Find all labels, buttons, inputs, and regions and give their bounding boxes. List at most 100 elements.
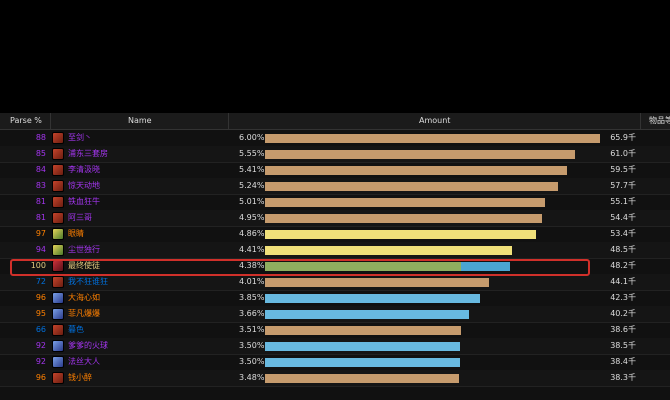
amount-value: 55.1千 xyxy=(610,197,636,206)
table-row[interactable]: 66 暮色 3.51% 38.6千 xyxy=(0,322,670,339)
damage-table: Parse % Name Amount 物品等 88 至剑丶 6.00% 65.9千 8… xyxy=(0,113,670,400)
parse-percentile: 95 xyxy=(35,309,46,318)
rogue-icon xyxy=(52,228,64,240)
amount-percent: 6.00% xyxy=(239,133,265,142)
player-name[interactable]: 浦东三套房 xyxy=(68,149,108,158)
amount-bar xyxy=(265,246,512,255)
parse-percentile: 85 xyxy=(35,149,46,158)
amount-percent: 5.55% xyxy=(239,149,265,158)
rogue-icon xyxy=(52,244,64,256)
amount-bar xyxy=(265,278,489,287)
amount-percent: 3.50% xyxy=(239,357,265,366)
table-row[interactable]: 96 钱小醉 3.48% 38.3千 xyxy=(0,370,670,387)
player-name[interactable]: 爹爹的火球 xyxy=(68,341,108,350)
player-name[interactable]: 最终使徒 xyxy=(68,261,100,270)
highlight-box xyxy=(10,259,590,276)
player-name[interactable]: 暮色 xyxy=(68,325,84,334)
amount-value: 48.2千 xyxy=(610,261,636,270)
warrior-icon xyxy=(52,276,64,288)
amount-value: 57.7千 xyxy=(610,181,636,190)
warrior-icon xyxy=(52,180,64,192)
player-name[interactable]: 菲凡爆爆 xyxy=(68,309,100,318)
amount-bar xyxy=(265,310,469,319)
table-row[interactable]: 83 惊天动地 5.24% 57.7千 xyxy=(0,178,670,195)
amount-value: 65.9千 xyxy=(610,133,636,142)
table-row[interactable]: 92 法丝大人 3.50% 38.4千 xyxy=(0,354,670,371)
table-row[interactable]: 94 尘世独行 4.41% 48.5千 xyxy=(0,242,670,259)
parse-column-header[interactable]: Parse % xyxy=(10,116,42,125)
parse-percentile: 92 xyxy=(35,341,46,350)
item-level-column-header[interactable]: 物品等 xyxy=(649,116,670,125)
parse-percentile: 96 xyxy=(35,293,46,302)
table-row[interactable]: 81 阿三哥 4.95% 54.4千 xyxy=(0,210,670,227)
table-row[interactable]: 96 大海心如 3.85% 42.3千 xyxy=(0,290,670,307)
amount-bar xyxy=(265,182,558,191)
amount-percent: 4.38% xyxy=(239,261,265,270)
amount-bar xyxy=(265,358,460,367)
warrior-icon xyxy=(52,148,64,160)
table-header: Parse % Name Amount 物品等 xyxy=(0,113,670,130)
parse-percentile: 66 xyxy=(35,325,46,334)
amount-percent: 4.86% xyxy=(239,229,265,238)
table-row[interactable]: 97 眼睛 4.86% 53.4千 xyxy=(0,226,670,243)
amount-percent: 3.51% xyxy=(239,325,265,334)
parse-percentile: 84 xyxy=(35,165,46,174)
mage-icon xyxy=(52,356,64,368)
player-name[interactable]: 尘世独行 xyxy=(68,245,100,254)
column-divider xyxy=(640,113,641,129)
amount-value: 48.5千 xyxy=(610,245,636,254)
table-row[interactable]: 81 铁血狂牛 5.01% 55.1千 xyxy=(0,194,670,211)
amount-bar xyxy=(265,150,575,159)
mage-icon xyxy=(52,292,64,304)
player-name[interactable]: 至剑丶 xyxy=(68,133,92,142)
parse-percentile: 72 xyxy=(35,277,46,286)
parse-percentile: 97 xyxy=(35,229,46,238)
player-name[interactable]: 大海心如 xyxy=(68,293,100,302)
amount-bar xyxy=(265,198,545,207)
amount-bar-segment xyxy=(461,262,510,271)
amount-percent: 4.01% xyxy=(239,277,265,286)
amount-percent: 3.50% xyxy=(239,341,265,350)
player-name[interactable]: 惊天动地 xyxy=(68,181,100,190)
table-row[interactable]: 95 菲凡爆爆 3.66% 40.2千 xyxy=(0,306,670,323)
amount-value: 53.4千 xyxy=(610,229,636,238)
mage-icon xyxy=(52,308,64,320)
amount-bar xyxy=(265,262,510,271)
column-divider xyxy=(50,113,51,129)
player-name[interactable]: 铁血狂牛 xyxy=(68,197,100,206)
amount-value: 40.2千 xyxy=(610,309,636,318)
name-column-header[interactable]: Name xyxy=(128,116,152,125)
amount-value: 59.5千 xyxy=(610,165,636,174)
warrior-icon xyxy=(52,212,64,224)
parse-percentile: 96 xyxy=(35,373,46,382)
warrior-icon xyxy=(52,372,64,384)
table-row[interactable]: 84 李清汲晓 5.41% 59.5千 xyxy=(0,162,670,179)
amount-percent: 3.66% xyxy=(239,309,265,318)
amount-percent: 5.24% xyxy=(239,181,265,190)
amount-percent: 4.95% xyxy=(239,213,265,222)
amount-value: 42.3千 xyxy=(610,293,636,302)
amount-value: 61.0千 xyxy=(610,149,636,158)
amount-bar xyxy=(265,214,542,223)
amount-column-header[interactable]: Amount xyxy=(419,116,451,125)
amount-value: 38.6千 xyxy=(610,325,636,334)
table-row[interactable]: 92 爹爹的火球 3.50% 38.5千 xyxy=(0,338,670,355)
player-name[interactable]: 钱小醉 xyxy=(68,373,92,382)
player-name[interactable]: 阿三哥 xyxy=(68,213,92,222)
player-name[interactable]: 眼睛 xyxy=(68,229,84,238)
amount-percent: 3.48% xyxy=(239,373,265,382)
player-name[interactable]: 法丝大人 xyxy=(68,357,100,366)
player-name[interactable]: 李清汲晓 xyxy=(68,165,100,174)
parse-percentile: 92 xyxy=(35,357,46,366)
amount-bar xyxy=(265,326,461,335)
player-name[interactable]: 我不狂谁狂 xyxy=(68,277,108,286)
amount-value: 38.5千 xyxy=(610,341,636,350)
amount-bar xyxy=(265,294,480,303)
table-row[interactable]: 88 至剑丶 6.00% 65.9千 xyxy=(0,130,670,147)
amount-percent: 5.41% xyxy=(239,165,265,174)
parse-percentile: 83 xyxy=(35,181,46,190)
parse-percentile: 88 xyxy=(35,133,46,142)
table-row[interactable]: 72 我不狂谁狂 4.01% 44.1千 xyxy=(0,274,670,291)
amount-bar xyxy=(265,134,600,143)
table-row[interactable]: 85 浦东三套房 5.55% 61.0千 xyxy=(0,146,670,163)
